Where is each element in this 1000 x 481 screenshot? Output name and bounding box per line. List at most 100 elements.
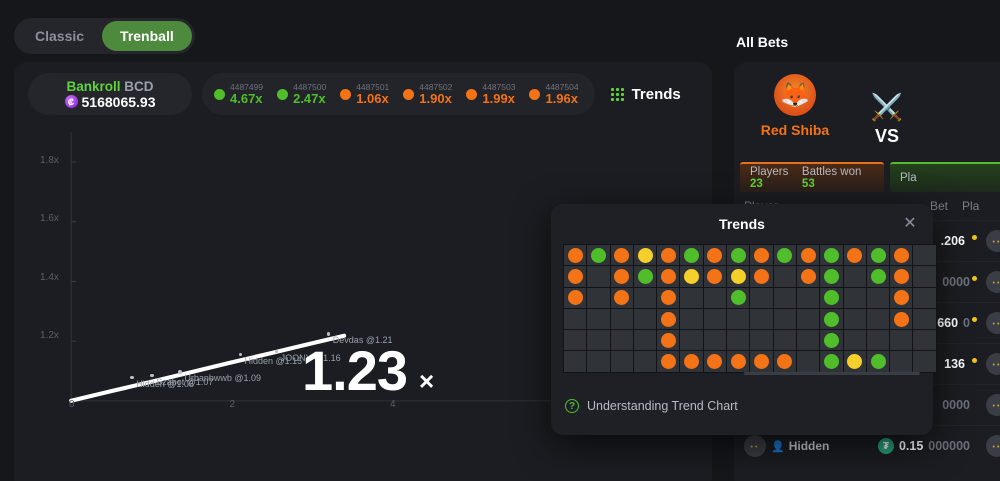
bankroll-label: Bankroll bbox=[66, 78, 121, 94]
trend-ball-orange bbox=[660, 311, 676, 327]
cashout-label: JOONY @1.16 bbox=[280, 352, 341, 363]
versus-label: VS bbox=[874, 125, 899, 146]
trend-ball-green bbox=[823, 311, 839, 327]
trend-cell bbox=[913, 330, 936, 351]
current-multiplier: 1.23 × bbox=[302, 338, 434, 403]
trends-button[interactable]: Trends bbox=[610, 86, 681, 103]
trend-cell bbox=[796, 266, 820, 287]
cashout-label: Hidden @1.06 bbox=[136, 378, 194, 389]
trends-modal-title: Trends bbox=[719, 216, 765, 232]
trend-cell bbox=[843, 308, 866, 330]
round-history-list: 4487499 4.67x 4487500 2.47x 4487501 1.06x 4487… bbox=[202, 73, 595, 115]
trend-cell bbox=[750, 266, 773, 287]
bankroll-value-row: ₡ 5168065.93 bbox=[64, 94, 155, 110]
trend-ball-orange bbox=[800, 268, 816, 284]
trend-cell bbox=[890, 351, 913, 372]
cashout-label: Devdas @1.21 bbox=[332, 335, 393, 346]
history-multiplier: 2.47x bbox=[293, 91, 326, 106]
shiba-icon: 🦊 bbox=[774, 74, 816, 116]
team-red-shiba[interactable]: 🦊 Red Shiba bbox=[734, 62, 856, 162]
trend-cell bbox=[820, 245, 843, 266]
opponent-avatar: •• bbox=[986, 435, 1000, 457]
trend-cell bbox=[843, 266, 866, 287]
team-green-stats: Pla bbox=[890, 162, 1000, 192]
mode-button-trenball[interactable]: Trenball bbox=[102, 21, 192, 51]
trend-cell bbox=[727, 287, 750, 308]
trend-ball-orange bbox=[893, 247, 909, 263]
trend-cell bbox=[796, 351, 820, 372]
all-bets-title: All Bets bbox=[736, 34, 789, 50]
trend-ball-orange bbox=[614, 247, 630, 263]
col-header-bet: Bet bbox=[929, 199, 948, 213]
trend-ball-orange bbox=[707, 268, 723, 284]
history-multiplier: 1.99x bbox=[482, 91, 515, 106]
trend-ball-orange bbox=[567, 247, 583, 263]
history-result-dot bbox=[529, 88, 541, 100]
history-item[interactable]: 4487503 1.99x bbox=[466, 82, 515, 106]
anon-eyes-icon: •• bbox=[992, 280, 1000, 287]
red-players-count: 23 bbox=[750, 178, 763, 190]
trend-cell bbox=[866, 308, 890, 330]
close-icon[interactable]: ✕ bbox=[903, 215, 917, 232]
multiplier-value: 1.23 bbox=[302, 339, 408, 402]
col-header-player2: Pla bbox=[962, 199, 980, 213]
understanding-trend-chart-link[interactable]: ? Understanding Trend Chart bbox=[565, 399, 738, 413]
bet-amount-significant: 0.15 bbox=[898, 439, 924, 453]
game-mode-toggle[interactable]: Classic Trenball bbox=[14, 18, 195, 54]
trend-cell bbox=[633, 287, 657, 308]
trend-ball-yellow bbox=[730, 268, 746, 284]
x-axis-tick: 0 bbox=[69, 399, 75, 410]
trend-cell bbox=[564, 287, 587, 308]
battle-header: 🦊 Red Shiba ⚔️ VS bbox=[734, 62, 1000, 162]
history-item[interactable]: 4487504 1.96x bbox=[529, 82, 579, 106]
trend-cell bbox=[564, 330, 587, 351]
team-red-name: Red Shiba bbox=[760, 122, 830, 138]
trend-ball-orange bbox=[707, 247, 723, 263]
trend-grid-scrollbar[interactable] bbox=[744, 372, 920, 375]
history-item[interactable]: 4487499 4.67x bbox=[214, 82, 263, 106]
trend-cell bbox=[866, 330, 890, 351]
team-green[interactable] bbox=[918, 62, 1000, 162]
trend-ball-orange bbox=[567, 268, 583, 284]
trend-cell bbox=[727, 351, 750, 372]
cashout-label: Urbanbwwb @1.09 bbox=[184, 373, 262, 384]
game-topbar: Bankroll BCD ₡ 5168065.93 4487499 4.67x 44… bbox=[28, 72, 700, 116]
history-multiplier: 1.06x bbox=[356, 91, 389, 106]
opponent-avatar: •• bbox=[986, 312, 1000, 334]
trend-chart-grid[interactable] bbox=[563, 244, 937, 373]
bet-amount-decimals: 0000 bbox=[942, 398, 970, 412]
trend-cell bbox=[657, 330, 680, 351]
trend-ball-orange bbox=[614, 268, 630, 284]
history-item[interactable]: 4487502 1.90x bbox=[403, 82, 452, 106]
trend-cell bbox=[610, 351, 633, 372]
opponent-cell: •• bbox=[970, 271, 1000, 293]
trend-cell bbox=[843, 351, 866, 372]
history-item[interactable]: 4487501 1.06x bbox=[340, 82, 389, 106]
bankroll-currency: BCD bbox=[124, 78, 154, 94]
bet-row[interactable]: •• 👤Hidden ₮ 0.15 000000 •• bbox=[734, 425, 1000, 466]
x-axis-tick: 4 bbox=[390, 399, 396, 410]
question-icon: ? bbox=[565, 399, 579, 413]
cashout-point bbox=[274, 349, 279, 354]
bet-amount: 0000 bbox=[937, 398, 970, 412]
cashout-label: Hidden @1.15 bbox=[244, 355, 303, 366]
trend-cell bbox=[796, 245, 820, 266]
history-item[interactable]: 4487500 2.47x bbox=[277, 82, 326, 106]
cashout-point bbox=[130, 375, 134, 380]
trend-cell bbox=[610, 308, 633, 330]
opponent-cell: •• bbox=[970, 312, 1000, 334]
bcd-coin-icon: ₡ bbox=[64, 95, 78, 108]
trend-ball-green bbox=[870, 247, 886, 263]
anon-eyes-icon: •• bbox=[992, 239, 1000, 246]
trend-cell bbox=[587, 351, 610, 372]
opponent-avatar: •• bbox=[986, 271, 1000, 293]
mode-button-classic[interactable]: Classic bbox=[35, 28, 85, 44]
trend-ball-green bbox=[870, 354, 886, 370]
trend-cell bbox=[750, 287, 773, 308]
understanding-trend-chart-label: Understanding Trend Chart bbox=[587, 399, 738, 413]
trend-cell bbox=[913, 351, 936, 372]
crash-chart: 1.2x1.4x1.6x1.8x02468 Devdas @1.21JOONY … bbox=[14, 122, 712, 481]
bet-amount-decimals: 0 bbox=[963, 316, 970, 330]
trend-cell bbox=[703, 245, 727, 266]
bet-amount-decimals: 000000 bbox=[928, 439, 970, 453]
